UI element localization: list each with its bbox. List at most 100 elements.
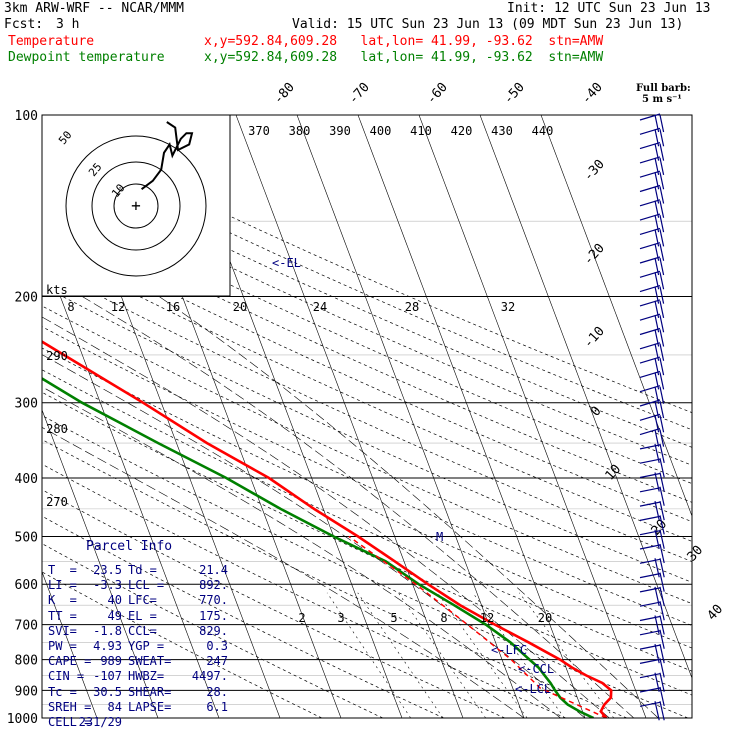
wind-barb-flag xyxy=(659,300,665,319)
mixing-ratio-label: 12 xyxy=(480,611,494,625)
wind-barb xyxy=(639,515,665,535)
pressure-label: 500 xyxy=(15,530,38,545)
plot-area xyxy=(42,115,692,718)
level-marker: <-CCL xyxy=(518,662,554,676)
parcel-cell: 829. xyxy=(199,623,228,638)
parcel-cell: 175. xyxy=(199,608,228,623)
hodograph-ring xyxy=(113,183,159,229)
theta-label: 400 xyxy=(370,124,392,138)
wind-barb-flag xyxy=(659,229,665,247)
isotherm-line xyxy=(418,115,647,718)
wind-barb-staff xyxy=(639,573,661,579)
wind-barb-flag xyxy=(659,472,665,492)
theta-label: 440 xyxy=(532,124,554,138)
isotherm-line xyxy=(235,115,464,718)
wind-barb-staff xyxy=(639,113,661,121)
wind-barb-flag xyxy=(659,200,665,218)
barb-legend-line2: 5 m s⁻¹ xyxy=(642,94,682,105)
parcel-cell: 231/29 xyxy=(78,715,122,729)
pressure-label: 1000 xyxy=(7,712,38,727)
moist-adiabat xyxy=(82,296,635,718)
pressure-label: 200 xyxy=(15,291,38,306)
isotherm-label: -20 xyxy=(581,241,608,268)
wind-barb-flag xyxy=(659,701,665,721)
parcel-cell: 892. xyxy=(199,578,228,593)
parcel-cell: K = xyxy=(48,593,77,608)
parcel-cell: -107 xyxy=(93,669,122,684)
wind-barb-staff xyxy=(639,356,661,364)
wind-barb-staff xyxy=(639,601,661,607)
dry-adiabat xyxy=(42,543,383,718)
wind-barb xyxy=(639,658,665,678)
hodograph-track xyxy=(141,121,194,190)
parcel-cell: CAPE = xyxy=(48,654,92,669)
wind-barb-staff xyxy=(639,630,661,636)
parcel-cell: HWBZ= xyxy=(128,669,165,684)
level-marker: <-LFC xyxy=(491,643,527,657)
wind-barb-staff xyxy=(639,156,661,164)
wind-barb-staff xyxy=(639,644,661,650)
wind-barb-staff xyxy=(639,544,661,550)
model-title: 3km ARW-WRF -- NCAR/MMM xyxy=(4,1,185,16)
wind-barb-flag xyxy=(659,443,665,464)
wind-barb-flag xyxy=(659,629,665,649)
parcel-cell: SVI= xyxy=(48,623,77,638)
temperature-location: x,y=592.84,609.28 lat,lon= 41.99, -93.62… xyxy=(204,34,604,49)
parcel-cell: 30.5 xyxy=(93,684,122,699)
wind-barb-flag xyxy=(659,329,665,347)
pressure-label: 300 xyxy=(15,397,38,412)
parcel-cell: CELL = xyxy=(48,715,92,729)
valid-time: Valid: 15 UTC Sun 23 Jun 13 (09 MDT Sun … xyxy=(292,17,684,32)
wind-barb-staff xyxy=(639,370,661,378)
parcel-cell: 247 xyxy=(206,654,228,669)
parcel-cell: 23.5 xyxy=(93,563,122,577)
isotherm-label: 20 xyxy=(649,517,671,539)
wind-barb-flag xyxy=(659,257,665,276)
hodograph-speed-tick: 28 xyxy=(405,300,419,314)
wind-barb-staff xyxy=(639,515,661,521)
mixing-ratio-label: 5 xyxy=(390,611,397,625)
wind-barb-flag xyxy=(659,186,665,204)
dewpoint-profile xyxy=(42,377,595,718)
mixing-ratio-label: 3 xyxy=(337,611,344,625)
isotherm-label: -70 xyxy=(346,80,373,107)
parcel-cell: 4497. xyxy=(191,669,228,684)
wind-barb-staff xyxy=(639,687,661,693)
isotherm-line xyxy=(357,115,586,718)
hodograph-speed-tick: 20 xyxy=(233,300,247,314)
wind-barb-flag xyxy=(659,272,665,290)
isotherm-label: -30 xyxy=(581,157,608,184)
wind-barb xyxy=(639,629,665,649)
wind-barb xyxy=(639,701,665,721)
pressure-label: 900 xyxy=(15,684,38,699)
theta-label: 380 xyxy=(289,124,311,138)
dewpoint-location: x,y=592.84,609.28 lat,lon= 41.99, -93.62… xyxy=(204,50,604,65)
pressure-label: 800 xyxy=(15,654,38,669)
wind-barb-staff xyxy=(639,313,661,321)
wind-barb-flag xyxy=(659,686,665,707)
pressure-label: 700 xyxy=(15,619,38,634)
isotherm-label: 0 xyxy=(588,404,604,420)
wind-barb-staff xyxy=(639,458,661,464)
wind-barb-staff xyxy=(639,428,661,436)
parcel-cell: 770. xyxy=(199,593,228,608)
wind-barb-flag xyxy=(659,558,665,578)
isotherm-line xyxy=(479,115,692,680)
wind-barb-staff xyxy=(639,127,661,135)
isotherm-label: -60 xyxy=(424,80,451,107)
hodograph-speed-tick: 8 xyxy=(67,300,74,314)
wind-barb-flag xyxy=(659,500,665,521)
wind-barb xyxy=(639,458,665,478)
mixing-ratio-line xyxy=(398,592,486,718)
wind-barb-staff xyxy=(639,413,661,421)
theta-left-label: 270 xyxy=(46,495,68,509)
wind-barb-staff xyxy=(639,242,661,250)
wind-barb xyxy=(639,486,665,506)
hodograph-speed-tick: 16 xyxy=(166,300,180,314)
wind-barb-flag xyxy=(659,372,665,390)
hodograph-speed-tick: 24 xyxy=(313,300,327,314)
wind-barb-flag xyxy=(659,172,665,190)
wind-barb-flag xyxy=(659,214,665,233)
wind-barb-flag xyxy=(659,643,665,664)
pressure-label: 100 xyxy=(15,109,38,124)
